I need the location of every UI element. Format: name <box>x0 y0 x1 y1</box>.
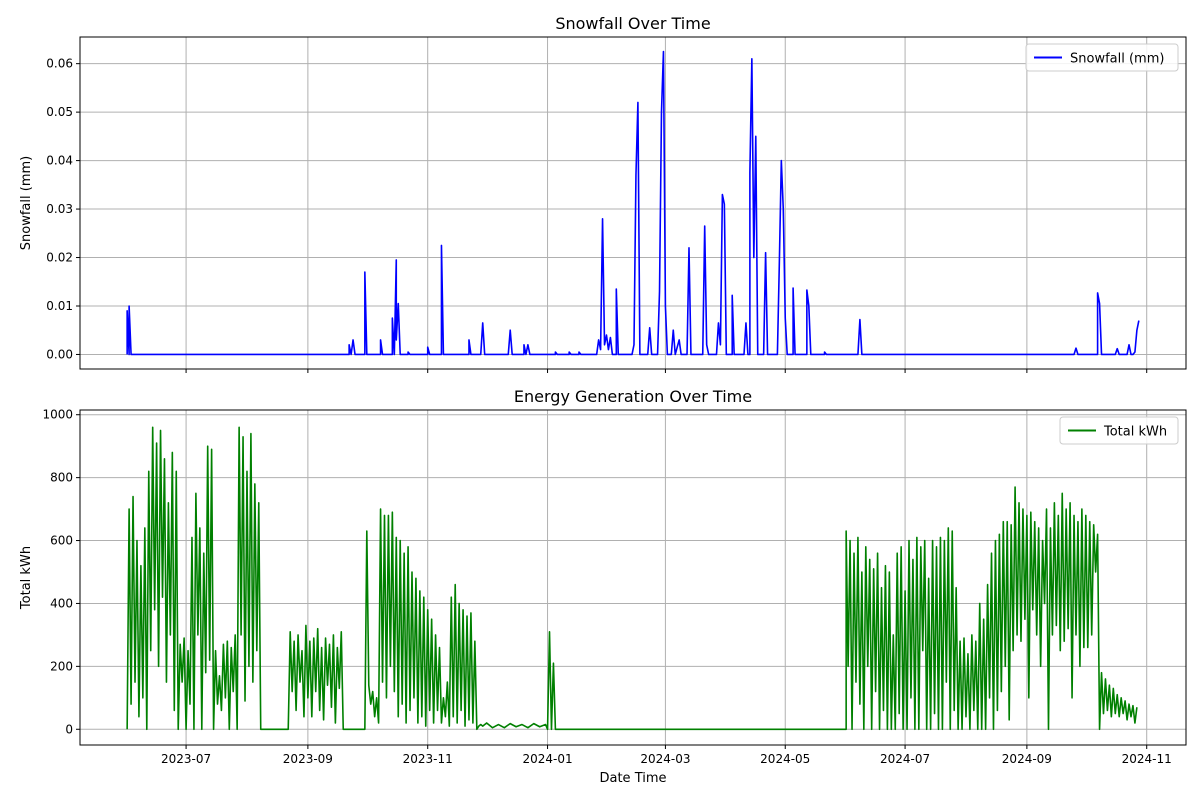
energy-x-tick-label: 2024-03 <box>640 752 690 766</box>
energy-y-tick-label: 600 <box>50 534 73 548</box>
energy-series-line <box>126 426 1138 731</box>
energy-y-tick-label: 800 <box>50 471 73 485</box>
snowfall-chart-title: Snowfall Over Time <box>555 14 710 33</box>
energy-x-tick-label: 2023-09 <box>283 752 333 766</box>
snowfall-y-axis-label: Snowfall (mm) <box>19 156 34 250</box>
energy-x-tick-label: 2023-07 <box>161 752 211 766</box>
energy-panel: 2023-07 2023-09 2023-11 2024-01 2024-03 2024-… <box>19 387 1187 786</box>
energy-chart-title: Energy Generation Over Time <box>514 387 752 406</box>
energy-x-tick-label: 2024-05 <box>760 752 810 766</box>
snowfall-legend-label: Snowfall (mm) <box>1070 52 1164 67</box>
energy-axes-frame <box>79 409 1187 746</box>
energy-legend-box <box>1059 416 1179 445</box>
snowfall-y-tick-label: 0.04 <box>46 154 73 168</box>
snowfall-y-tick-label: 0.01 <box>46 299 73 313</box>
snowfall-y-tick-label: 0.06 <box>46 57 73 71</box>
energy-legend: Total kWh <box>1059 416 1179 445</box>
energy-y-tick-label: 1000 <box>42 408 73 422</box>
energy-x-tick-label: 2023-11 <box>403 752 453 766</box>
energy-x-tick-label: 2024-11 <box>1122 752 1172 766</box>
energy-x-axis-label: Date Time <box>599 771 666 786</box>
snowfall-legend-box <box>1025 43 1179 72</box>
energy-x-tick-label: 2024-01 <box>522 752 572 766</box>
snowfall-panel: 0.00 0.01 0.02 0.03 0.04 0.05 0.06 Snowfall Ov… <box>19 14 1187 373</box>
snowfall-y-tick-label: 0.03 <box>46 202 73 216</box>
energy-legend-label: Total kWh <box>1103 425 1167 440</box>
energy-x-tick-label: 2024-07 <box>880 752 930 766</box>
energy-y-axis-label: Total kWh <box>19 546 34 610</box>
energy-y-tick-label: 0 <box>65 722 73 736</box>
snowfall-axes-frame <box>79 36 1187 370</box>
snowfall-series-line <box>126 50 1140 356</box>
snowfall-y-tick-label: 0.00 <box>46 347 73 361</box>
snowfall-y-tick-label: 0.02 <box>46 251 73 265</box>
energy-x-tick-label: 2024-09 <box>1002 752 1052 766</box>
snowfall-legend: Snowfall (mm) <box>1025 43 1179 72</box>
energy-y-tick-label: 200 <box>50 659 73 673</box>
energy-y-tick-label: 400 <box>50 596 73 610</box>
snowfall-y-tick-label: 0.05 <box>46 105 73 119</box>
